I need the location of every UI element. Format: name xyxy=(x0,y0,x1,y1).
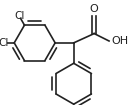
Text: Cl: Cl xyxy=(0,38,9,48)
Text: Cl: Cl xyxy=(14,11,24,21)
Text: OH: OH xyxy=(111,36,128,46)
Text: O: O xyxy=(90,4,99,14)
